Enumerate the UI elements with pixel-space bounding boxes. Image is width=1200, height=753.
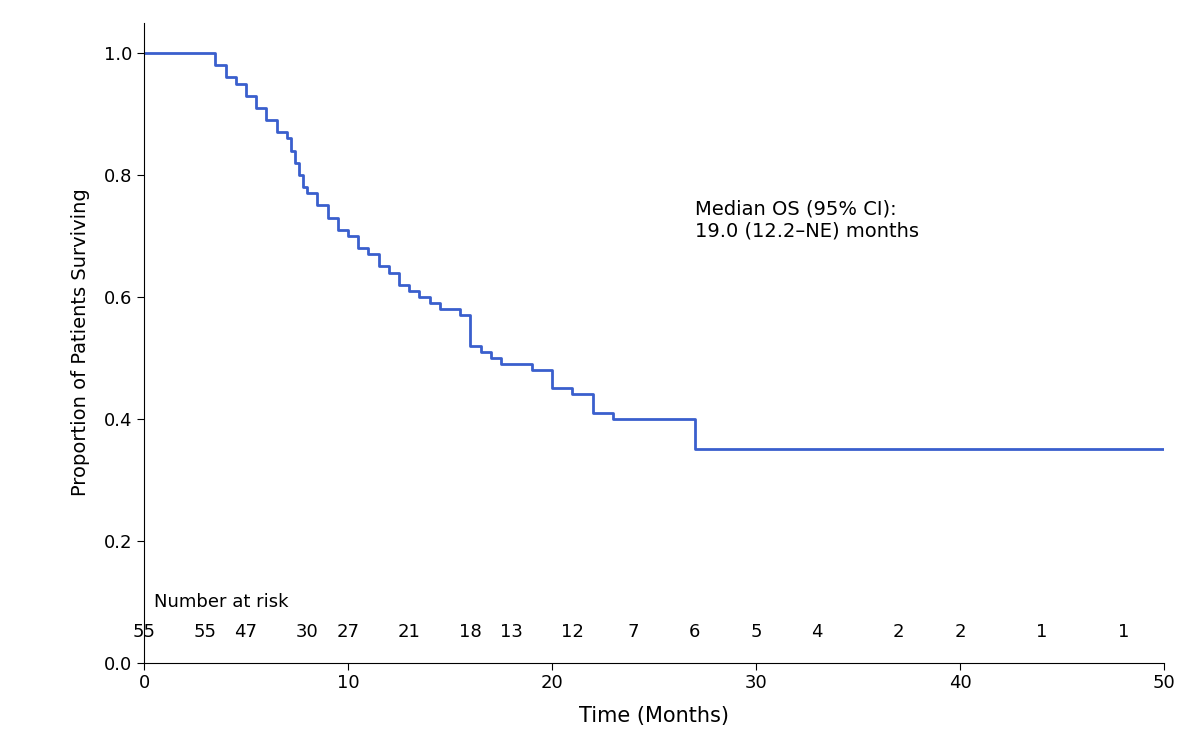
Text: 4: 4 (811, 623, 823, 641)
Text: Median OS (95% CI):
19.0 (12.2–NE) months: Median OS (95% CI): 19.0 (12.2–NE) month… (695, 200, 919, 240)
Text: 6: 6 (689, 623, 701, 641)
Text: 47: 47 (234, 623, 258, 641)
Text: 55: 55 (193, 623, 217, 641)
Text: 21: 21 (397, 623, 421, 641)
Text: 7: 7 (628, 623, 640, 641)
X-axis label: Time (Months): Time (Months) (580, 706, 730, 727)
Text: 12: 12 (560, 623, 584, 641)
Text: 18: 18 (460, 623, 481, 641)
Text: Number at risk: Number at risk (154, 593, 289, 611)
Text: 13: 13 (499, 623, 523, 641)
Text: 2: 2 (893, 623, 905, 641)
Text: 30: 30 (296, 623, 318, 641)
Text: 55: 55 (132, 623, 156, 641)
Text: 2: 2 (954, 623, 966, 641)
Y-axis label: Proportion of Patients Surviving: Proportion of Patients Surviving (71, 189, 90, 496)
Text: 1: 1 (1117, 623, 1129, 641)
Text: 27: 27 (336, 623, 360, 641)
Text: 1: 1 (1036, 623, 1048, 641)
Text: 5: 5 (750, 623, 762, 641)
